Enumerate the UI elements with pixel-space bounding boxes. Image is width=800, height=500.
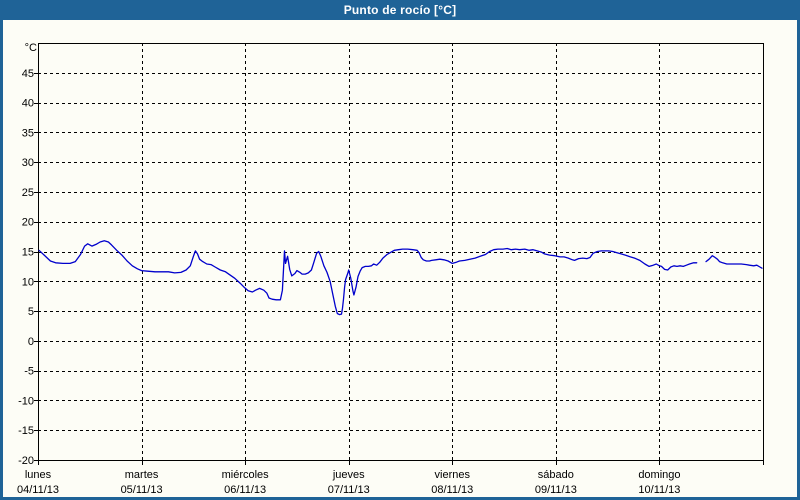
svg-text:5: 5 [28, 306, 34, 318]
chart-line [38, 240, 698, 316]
svg-text:45: 45 [22, 68, 34, 80]
svg-text:0: 0 [28, 336, 34, 348]
day-name-label: jueves [332, 469, 365, 481]
svg-text:-5: -5 [24, 366, 34, 378]
day-name-label: martes [125, 469, 159, 481]
gridlines [38, 43, 763, 460]
day-name-label: miércoles [222, 469, 270, 481]
day-name-label: lunes [25, 469, 52, 481]
day-date-label: 06/11/13 [224, 484, 266, 496]
svg-text:-15: -15 [18, 425, 34, 437]
plot-border [34, 43, 764, 465]
y-axis-labels: 45 40 35 30 25 20 15 10 5 0 -5 -10 -15 -20 °C [18, 42, 37, 467]
y-axis-unit: °C [25, 42, 37, 54]
x-axis-labels: lunes 04/11/13 martes 05/11/13 miércoles 06/1… [17, 469, 681, 496]
day-date-label: 10/11/13 [638, 484, 680, 496]
day-name-label: viernes [435, 469, 471, 481]
day-date-label: 09/11/13 [535, 484, 577, 496]
day-date-label: 04/11/13 [17, 484, 59, 496]
day-name-label: domingo [638, 469, 680, 481]
svg-text:-20: -20 [18, 455, 34, 467]
chart-panel [3, 20, 797, 497]
day-name-label: sábado [538, 469, 574, 481]
day-date-label: 08/11/13 [431, 484, 473, 496]
svg-text:40: 40 [22, 98, 34, 110]
window-title: Punto de rocío [°C] [343, 3, 457, 17]
svg-text:15: 15 [22, 247, 34, 259]
svg-text:10: 10 [22, 276, 34, 288]
window-titlebar: Punto de rocío [°C] [0, 0, 800, 20]
day-date-label: 07/11/13 [328, 484, 370, 496]
svg-text:20: 20 [22, 217, 34, 229]
day-date-label: 05/11/13 [121, 484, 163, 496]
series-punto-de-rocío [38, 240, 763, 316]
svg-text:25: 25 [22, 187, 34, 199]
svg-text:35: 35 [22, 127, 34, 139]
svg-text:-10: -10 [18, 395, 34, 407]
svg-text:30: 30 [22, 157, 34, 169]
chart-line [705, 255, 763, 269]
